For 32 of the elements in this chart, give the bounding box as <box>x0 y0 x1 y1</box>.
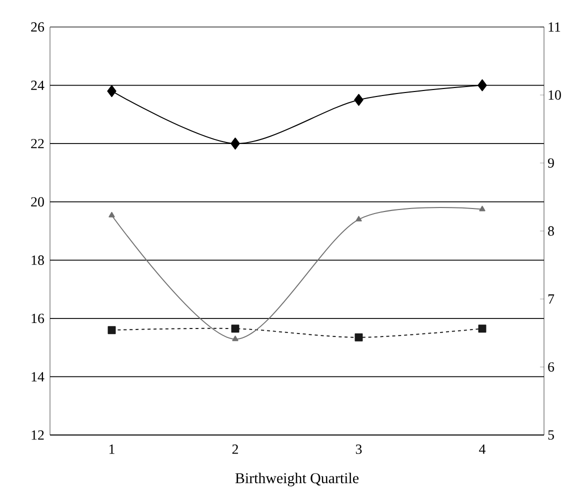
y2-tick-label: 5 <box>548 430 554 440</box>
point <box>108 326 116 334</box>
point <box>107 85 116 98</box>
point <box>478 324 486 333</box>
y-tick-label: 26 <box>31 22 44 32</box>
point <box>354 94 364 106</box>
point <box>108 212 115 218</box>
x-axis-title: Birthweight Quartile <box>235 472 359 486</box>
point <box>230 138 240 150</box>
y-tick-label: 12 <box>32 430 44 440</box>
y2-tick-label: 9 <box>548 158 554 168</box>
y-tick-label: 22 <box>31 138 44 148</box>
y2-tick-label: 11 <box>548 22 560 32</box>
y-tick-label: 24 <box>31 80 44 90</box>
x-tick-label: 1 <box>109 444 114 454</box>
y-tick-label: 20 <box>31 197 44 207</box>
y2-tick-label: 8 <box>548 226 554 236</box>
y-tick-label: 16 <box>32 314 44 324</box>
y2-tick-label: 6 <box>548 362 554 372</box>
x-tick-label: 3 <box>356 444 362 454</box>
point <box>354 333 363 342</box>
point <box>231 324 240 333</box>
point <box>232 336 238 342</box>
x-tick-label: 2 <box>232 444 238 454</box>
y-tick-label: 18 <box>32 255 44 265</box>
point <box>356 216 362 222</box>
x-tick-label: 4 <box>479 444 486 454</box>
y2-tick-label: 10 <box>548 90 561 100</box>
y2-tick-label: 7 <box>548 294 554 304</box>
y-tick-label: 14 <box>32 372 44 382</box>
point <box>478 79 487 92</box>
point <box>479 206 486 212</box>
